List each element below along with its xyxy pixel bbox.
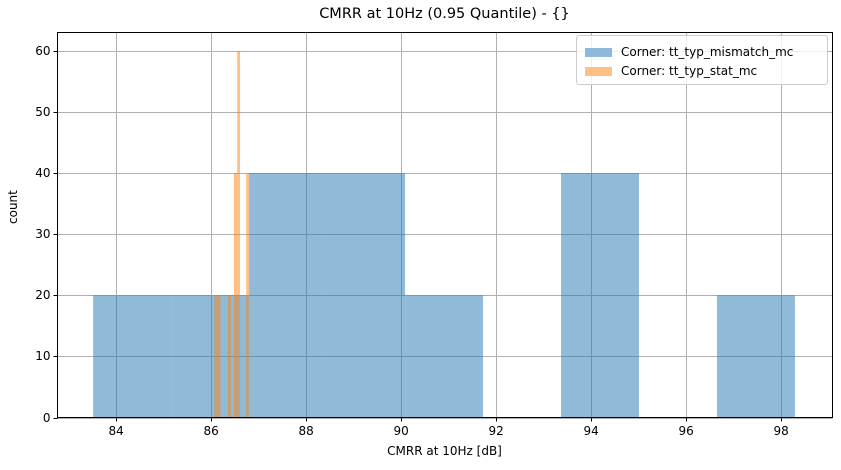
histogram-bar — [233, 173, 238, 418]
histogram-bar — [246, 173, 250, 418]
chart-title: CMRR at 10Hz (0.95 Quantile) - {} — [319, 6, 570, 22]
x-axis-label: CMRR at 10Hz [dB] — [387, 444, 502, 458]
x-tick-label: 92 — [488, 423, 504, 438]
x-tick-label: 84 — [108, 423, 124, 438]
x-tick-label: 94 — [583, 423, 599, 438]
x-tick-label: 96 — [678, 423, 694, 438]
histogram-bar — [327, 173, 406, 418]
histogram-bar — [93, 295, 172, 418]
legend-label: Corner: tt_typ_mismatch_mc — [621, 45, 794, 59]
legend-item-stat: Corner: tt_typ_stat_mc — [585, 64, 757, 78]
histogram-bar — [249, 173, 328, 418]
x-tick-label: 98 — [773, 423, 789, 438]
y-tick-label: 60 — [35, 43, 51, 58]
legend-swatch-orange — [585, 66, 612, 76]
x-tick-label: 88 — [298, 423, 314, 438]
y-tick-label: 0 — [42, 410, 51, 425]
x-tick-label: 90 — [393, 423, 409, 438]
series-mismatch-bars — [93, 173, 795, 418]
y-tick-label: 30 — [35, 226, 51, 241]
legend-item-mismatch: Corner: tt_typ_mismatch_mc — [585, 45, 793, 59]
tick-marks — [53, 51, 782, 422]
legend-label: Corner: tt_typ_stat_mc — [621, 64, 758, 78]
legend-swatch-blue — [585, 47, 612, 57]
axes-frame — [57, 32, 833, 418]
y-tick-label: 10 — [35, 348, 51, 363]
series-stat-bars — [214, 50, 250, 418]
legend: Corner: tt_typ_mismatch_mc Corner: tt_ty… — [576, 35, 828, 85]
histogram-bar — [561, 173, 639, 418]
y-tick-label: 40 — [35, 165, 51, 180]
histogram-bar — [716, 295, 795, 418]
histogram-bar — [237, 50, 241, 418]
x-tick-label: 86 — [203, 423, 219, 438]
y-tick-label: 50 — [35, 104, 51, 119]
histogram-bar — [227, 295, 232, 418]
histogram-bar — [214, 295, 221, 418]
histogram-bar — [405, 295, 484, 418]
y-axis-label: count — [6, 190, 20, 224]
y-tick-label: 20 — [35, 287, 51, 302]
